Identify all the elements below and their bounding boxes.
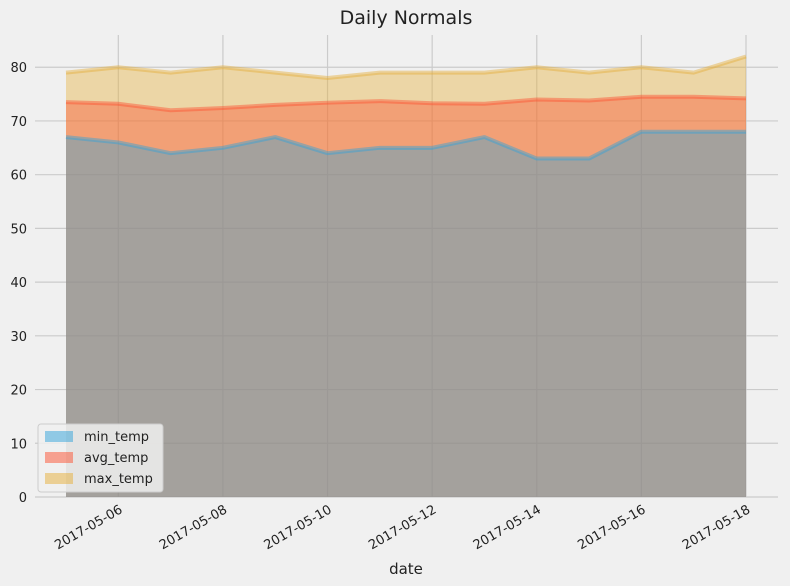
x-tick-label: 2017-05-10 <box>262 502 335 553</box>
min_temp-area <box>66 131 746 497</box>
x-tick-label: 2017-05-16 <box>575 502 648 553</box>
x-tick-label: 2017-05-12 <box>366 502 439 553</box>
legend-label-min_temp: min_temp <box>84 430 149 445</box>
x-axis-ticks: 2017-05-06 2017-05-08 2017-05-10 2017-05-12… <box>52 502 753 553</box>
avg_temp-area <box>66 96 746 498</box>
area-series <box>65 54 747 498</box>
legend-label-max_temp: max_temp <box>84 472 153 487</box>
y-tick-label: 30 <box>10 330 27 345</box>
legend-swatch-min_temp <box>45 431 73 442</box>
y-tick-label: 60 <box>10 169 27 184</box>
y-tick-label: 20 <box>10 384 27 399</box>
grid <box>35 35 778 498</box>
y-tick-label: 40 <box>10 276 27 291</box>
y-tick-label: 0 <box>19 491 27 506</box>
max_temp-line <box>65 54 747 80</box>
legend-swatch-max_temp <box>45 473 73 484</box>
x-axis-label: date <box>389 560 423 578</box>
chart-title: Daily Normals <box>340 7 473 29</box>
legend-swatch-avg_temp <box>45 452 73 463</box>
x-tick-label: 2017-05-14 <box>471 502 544 553</box>
y-tick-label: 80 <box>10 61 27 76</box>
y-tick-label: 50 <box>10 222 27 237</box>
y-tick-label: 70 <box>10 115 27 130</box>
x-tick-label: 2017-05-06 <box>52 502 125 553</box>
avg_temp-line <box>65 94 747 113</box>
legend-label-avg_temp: avg_temp <box>84 451 148 466</box>
y-axis-ticks: 0 10 20 30 40 50 60 70 80 <box>10 61 27 506</box>
max_temp-area <box>66 56 746 497</box>
x-tick-label: 2017-05-08 <box>157 502 230 553</box>
x-tick-label: 2017-05-18 <box>680 502 753 553</box>
legend: min_temp avg_temp max_temp <box>37 423 164 493</box>
min_temp-line <box>65 129 746 161</box>
y-tick-label: 10 <box>10 437 27 452</box>
